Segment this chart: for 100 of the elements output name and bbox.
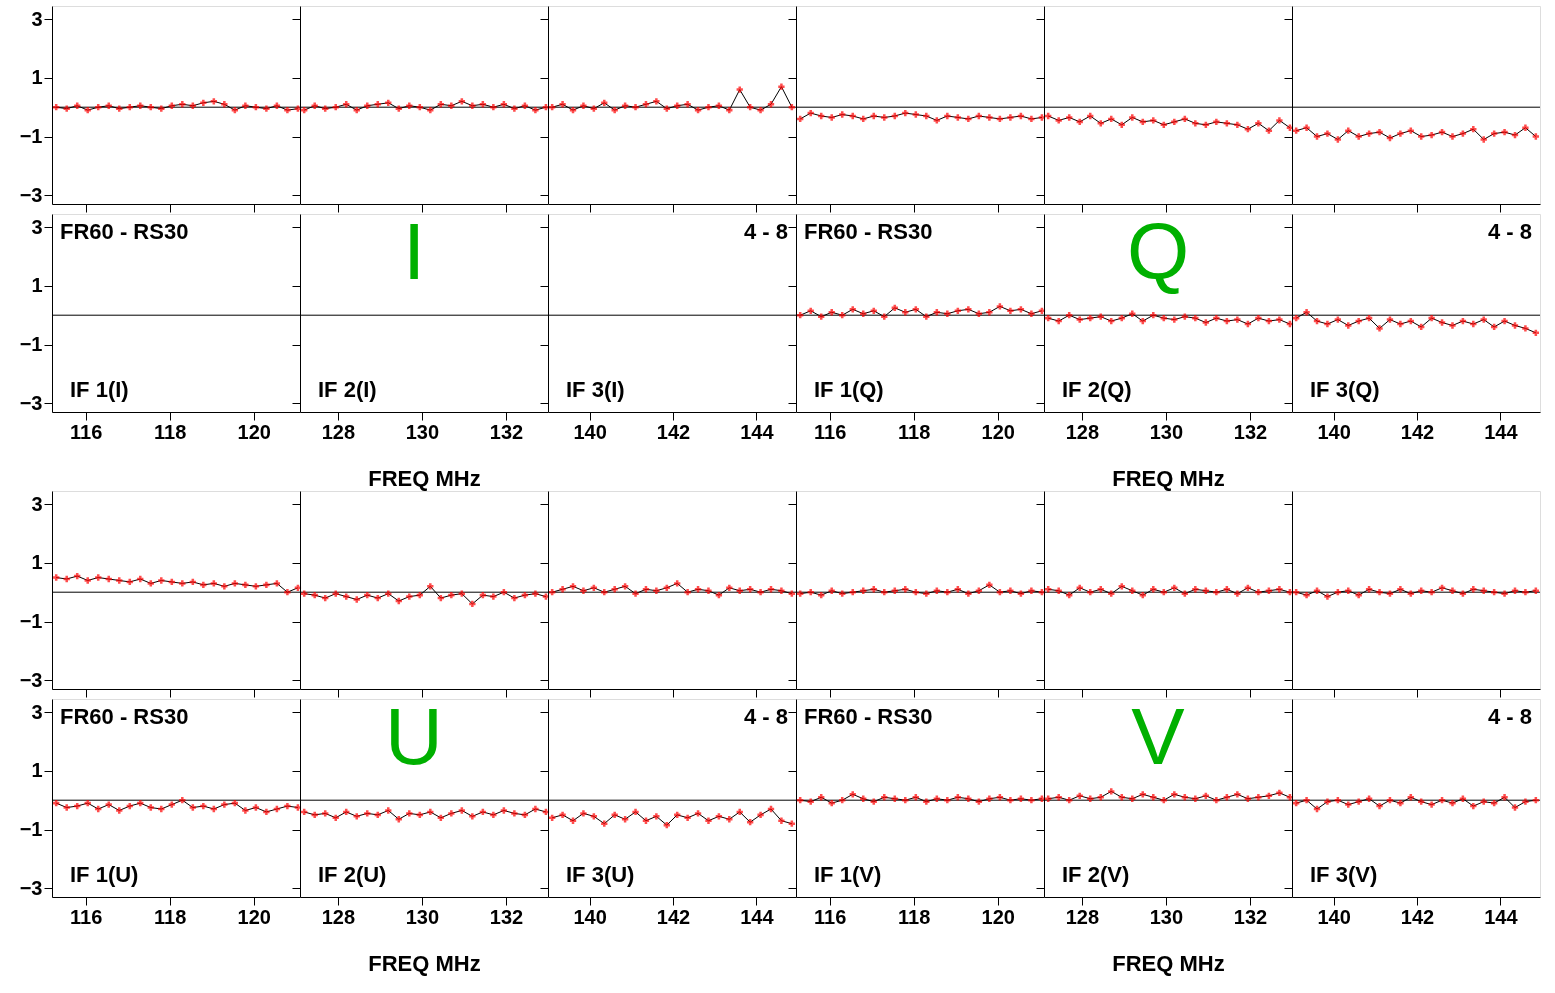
point: [1397, 130, 1404, 137]
point: [1108, 317, 1115, 325]
point: [788, 820, 795, 827]
x-tick-label: 120: [237, 905, 271, 928]
point: [311, 811, 318, 819]
point: [1324, 320, 1331, 328]
point: [1522, 589, 1529, 596]
x-tick-label: 140: [1317, 905, 1351, 928]
point: [860, 795, 867, 802]
annotation: FR60 - RS30: [804, 704, 933, 729]
point: [116, 105, 123, 112]
x-tick-label: 130: [1149, 905, 1184, 928]
point: [1171, 584, 1178, 591]
point: [590, 813, 598, 820]
point: [95, 805, 102, 813]
point: [965, 590, 972, 597]
point: [611, 811, 618, 819]
point: [653, 587, 660, 594]
point: [221, 101, 228, 108]
point: [1501, 128, 1508, 136]
point: [95, 104, 102, 111]
x-tick-label: 142: [1400, 420, 1435, 443]
y-tick-label: 1: [31, 274, 43, 297]
point: [427, 106, 434, 114]
point: [902, 586, 909, 593]
point: [1017, 795, 1025, 802]
point: [881, 794, 888, 801]
point: [1532, 133, 1539, 140]
x-tick-label: 118: [154, 420, 187, 443]
point: [385, 99, 392, 106]
point: [490, 811, 497, 819]
point: [767, 101, 775, 108]
x-tick-label: 128: [321, 420, 356, 443]
x-tick-label: 128: [321, 905, 356, 928]
y-tick-label: −1: [19, 333, 43, 356]
x-tick-label: 144: [740, 420, 775, 443]
point: [1150, 117, 1157, 124]
point: [1223, 794, 1231, 801]
point: [1418, 587, 1425, 594]
point: [521, 102, 529, 109]
y-tick-label: −3: [19, 668, 43, 691]
point: [715, 102, 723, 109]
point: [1532, 587, 1539, 594]
point: [611, 586, 618, 593]
x-tick-label: 118: [898, 905, 931, 928]
point: [1355, 133, 1362, 140]
point: [1087, 589, 1094, 596]
point: [569, 817, 577, 824]
annotation: IF 3(V): [1310, 862, 1378, 887]
point: [1522, 798, 1529, 805]
point: [663, 105, 670, 112]
point: [986, 795, 993, 802]
point: [632, 104, 639, 111]
point: [1028, 115, 1035, 123]
point: [621, 816, 629, 823]
point: [1129, 795, 1136, 802]
point: [1223, 586, 1231, 593]
point: [126, 802, 133, 810]
point: [1407, 794, 1414, 801]
point: [1192, 314, 1199, 322]
point: [490, 593, 497, 600]
point: [147, 804, 154, 811]
point: [332, 814, 339, 821]
annotation: Q: [1126, 207, 1190, 296]
point: [84, 577, 91, 584]
point: [1150, 586, 1157, 593]
point: [674, 580, 681, 587]
point: [1480, 316, 1487, 323]
y-tick-label: −1: [19, 610, 43, 633]
x-tick-label: 130: [1149, 420, 1184, 443]
point: [1334, 136, 1342, 143]
point: [1129, 310, 1136, 317]
point: [1118, 314, 1125, 322]
annotation: IF 1(V): [814, 862, 882, 887]
point: [1045, 795, 1052, 802]
point: [1181, 590, 1188, 597]
x-tick-label: 130: [405, 905, 440, 928]
point: [1076, 584, 1083, 591]
point: [53, 574, 60, 581]
x-tick-label: 132: [489, 905, 524, 928]
point: [84, 106, 91, 114]
point: [1355, 798, 1362, 805]
x-tick-label: 128: [1065, 420, 1100, 443]
point: [828, 587, 835, 594]
x-tick-label: 116: [69, 420, 103, 443]
point: [736, 587, 743, 594]
point: [1293, 127, 1300, 134]
point: [632, 808, 639, 816]
point: [559, 101, 566, 108]
point: [1076, 792, 1083, 799]
point: [343, 808, 350, 816]
point: [944, 589, 951, 596]
point: [944, 310, 951, 317]
point: [757, 589, 764, 596]
annotation: 4 - 8: [743, 704, 788, 729]
point: [912, 111, 919, 118]
point: [1428, 131, 1435, 139]
point: [1129, 587, 1136, 594]
point: [559, 586, 566, 593]
point: [580, 810, 587, 817]
